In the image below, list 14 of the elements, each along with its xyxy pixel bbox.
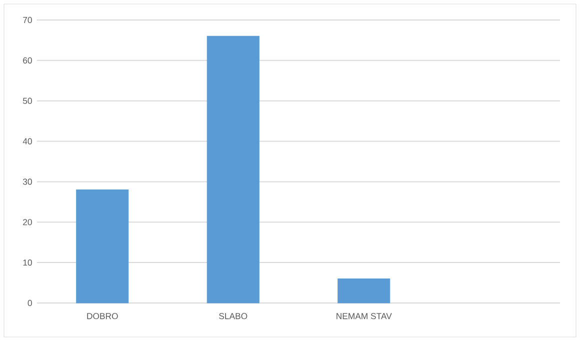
bar — [206, 36, 260, 304]
y-tick-label: 40 — [22, 138, 32, 144]
y-tick-label: 0 — [28, 300, 32, 306]
y-tick-label: 10 — [23, 259, 32, 266]
x-tick-label: DOBRO — [87, 313, 118, 320]
x-tick-label: SLABO — [219, 313, 248, 320]
x-tick-label: NEMAM STAV — [336, 313, 392, 320]
y-tick-label: 20 — [23, 219, 32, 226]
y-tick-label: 60 — [23, 57, 32, 64]
y-tick-label: 50 — [23, 98, 32, 104]
bar — [76, 190, 129, 304]
y-tick-label: 30 — [22, 178, 32, 185]
bar — [338, 278, 390, 304]
y-tick-label: 70 — [23, 16, 32, 24]
